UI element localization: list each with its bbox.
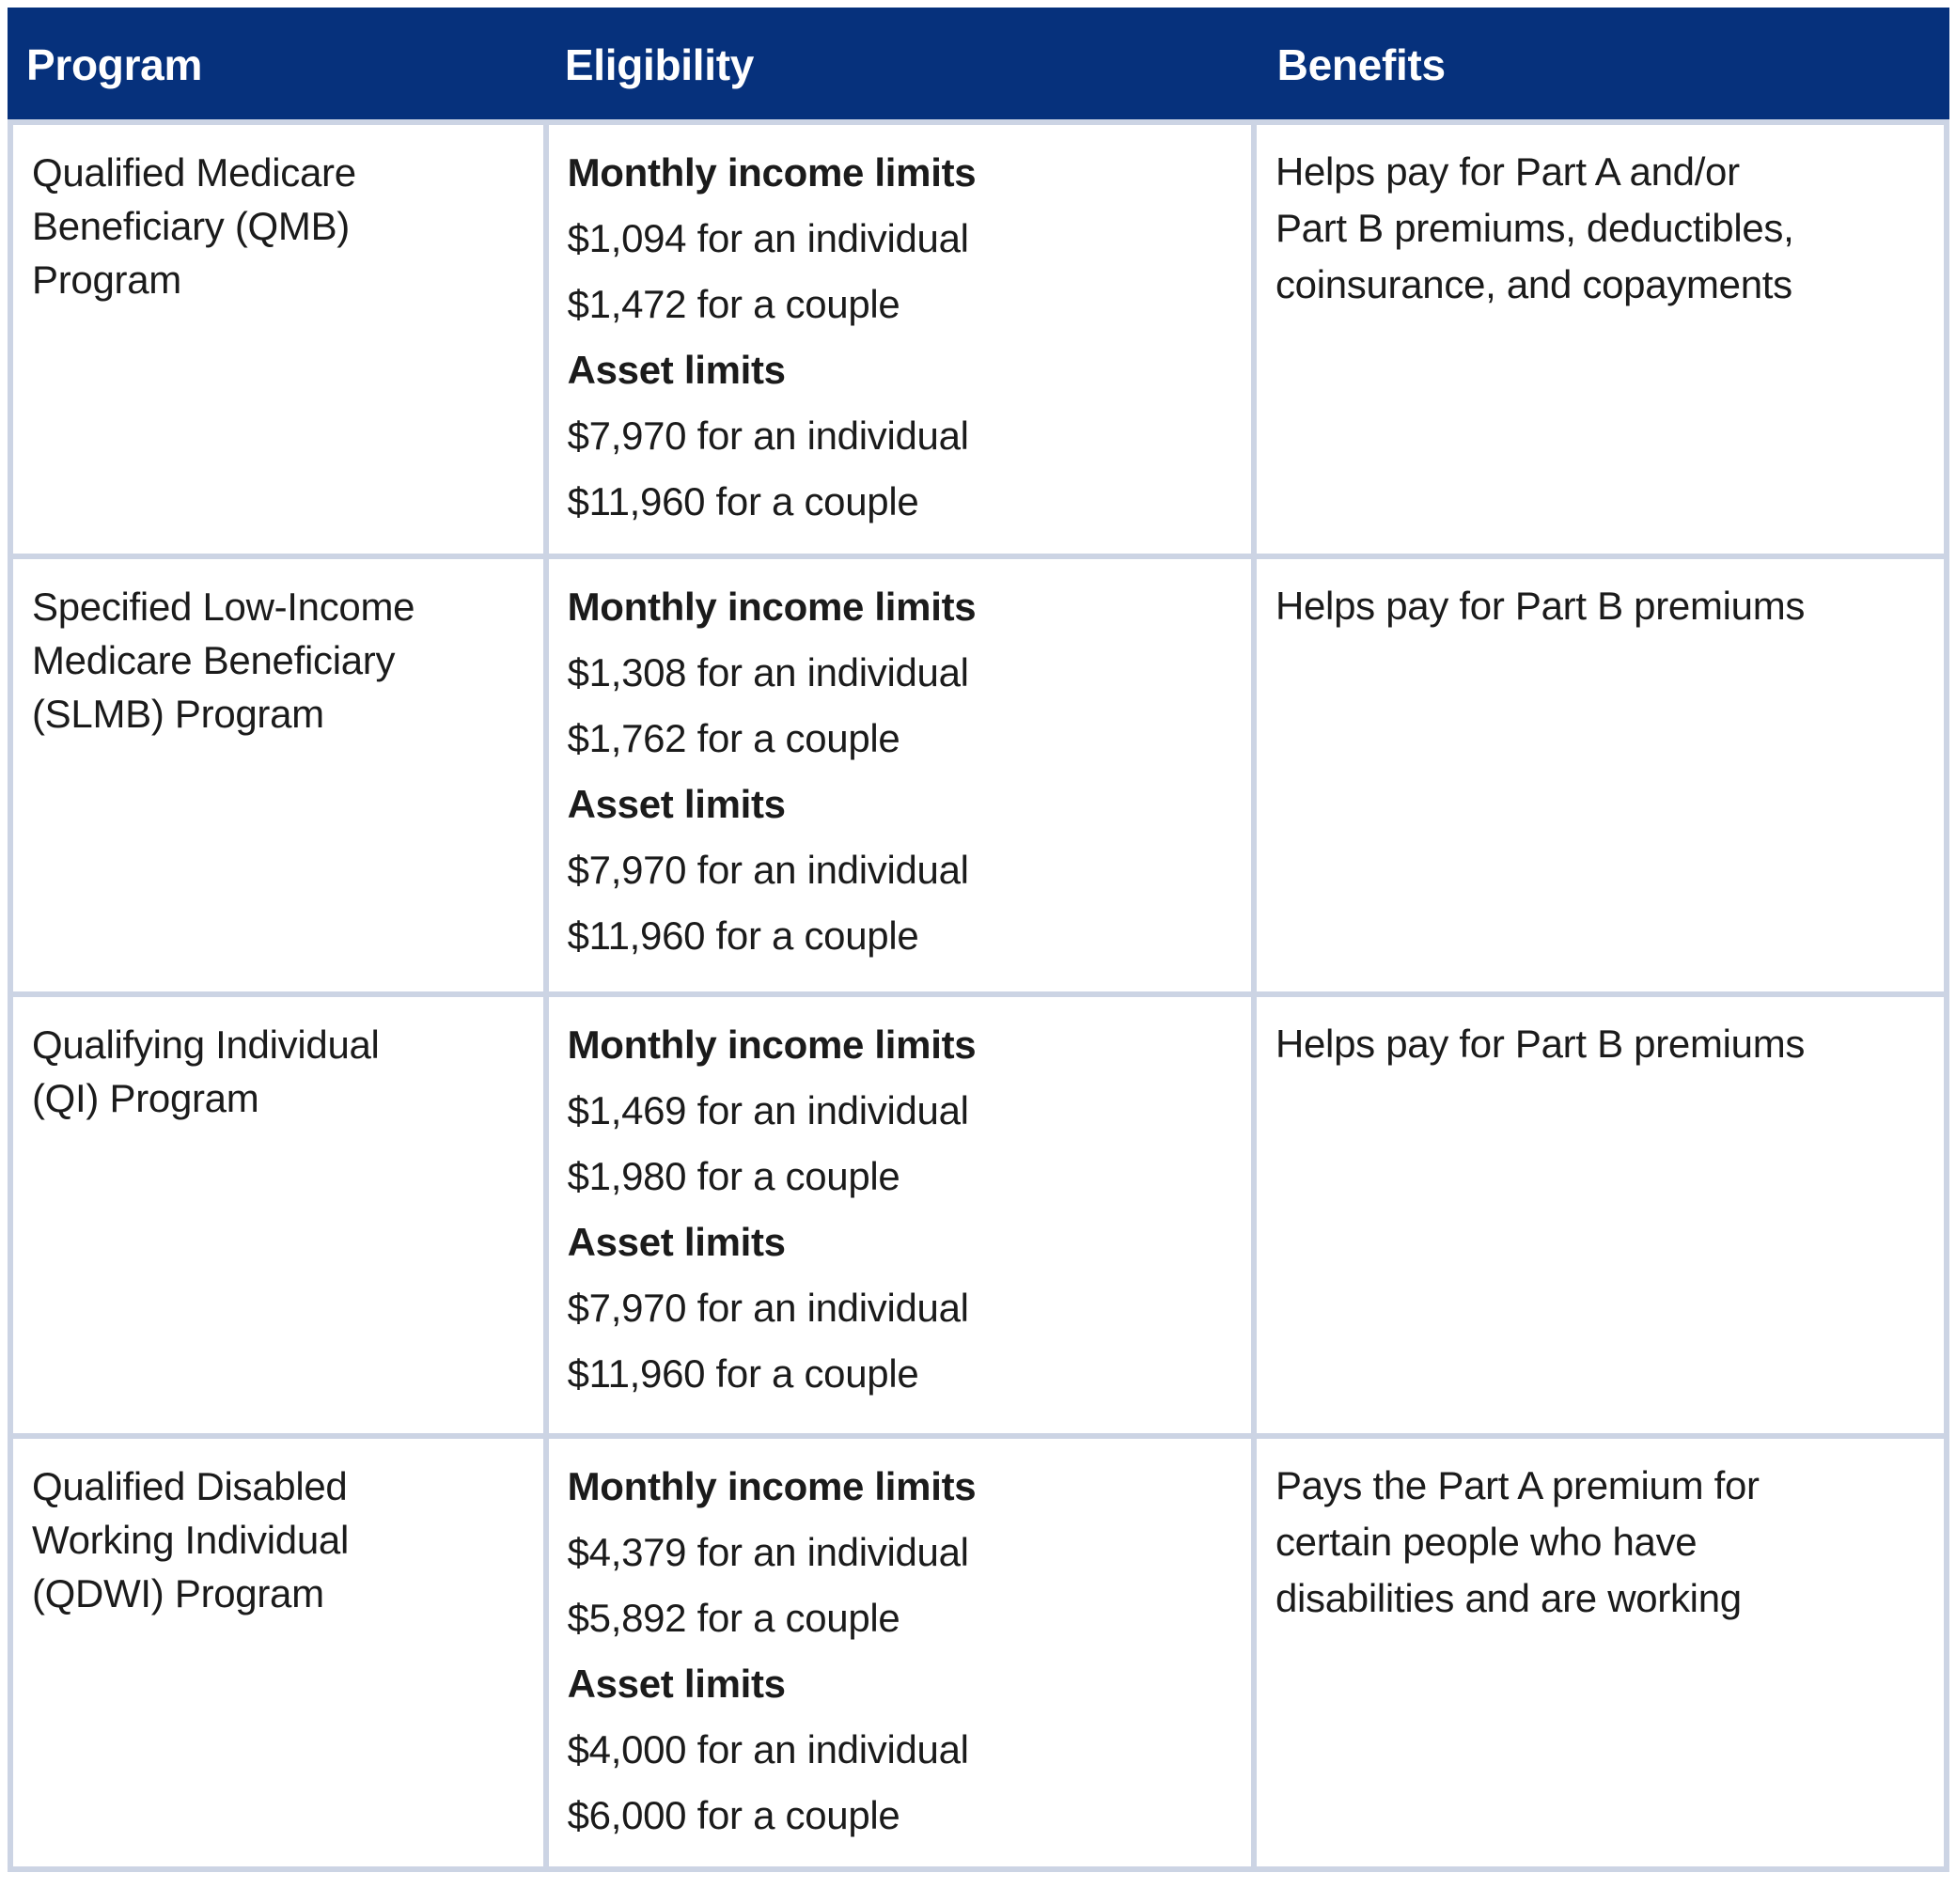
income-limits-label: Monthly income limits (567, 150, 977, 195)
medicare-savings-programs-table: Program Eligibility Benefits Qualified M… (8, 8, 1949, 1872)
eligibility-cell: Monthly income limits $1,308 for an indi… (548, 559, 1251, 991)
table-row-qmb: Qualified Medicare Beneficiary (QMB) Pro… (13, 125, 1944, 554)
program-name: Qualified Disabled Working Individual (Q… (32, 1464, 349, 1615)
program-name: Qualifying Individual (QI) Program (32, 1022, 380, 1120)
table-row-slmb: Specified Low-Income Medicare Beneficiar… (13, 554, 1944, 991)
table-header-row: Program Eligibility Benefits (8, 8, 1949, 119)
table-row-qi: Qualifying Individual (QI) Program Month… (13, 991, 1944, 1433)
benefits-cell: Pays the Part A premium for certain peop… (1256, 1439, 1944, 1866)
income-limits-label: Monthly income limits (567, 1464, 977, 1508)
income-limit-values: $1,094 for an individual $1,472 for a co… (567, 216, 969, 326)
income-limit-values: $4,379 for an individual $5,892 for a co… (567, 1530, 969, 1640)
eligibility-cell: Monthly income limits $4,379 for an indi… (548, 1439, 1251, 1866)
income-limits-label: Monthly income limits (567, 585, 977, 629)
program-cell: Qualified Medicare Beneficiary (QMB) Pro… (13, 125, 543, 554)
income-limit-values: $1,308 for an individual $1,762 for a co… (567, 650, 969, 760)
program-name: Specified Low-Income Medicare Beneficiar… (32, 585, 415, 736)
column-header-eligibility: Eligibility (564, 40, 755, 90)
column-header-benefits: Benefits (1276, 40, 1446, 90)
asset-limit-values: $4,000 for an individual $6,000 for a co… (567, 1727, 969, 1837)
asset-limit-values: $7,970 for an individual $11,960 for a c… (567, 414, 969, 523)
column-header-program: Program (26, 40, 203, 90)
program-cell: Specified Low-Income Medicare Beneficiar… (13, 559, 543, 991)
asset-limit-values: $7,970 for an individual $11,960 for a c… (567, 848, 969, 958)
table-body: Qualified Medicare Beneficiary (QMB) Pro… (8, 119, 1949, 1872)
benefits-cell: Helps pay for Part B premiums (1256, 559, 1944, 991)
benefit-description: Helps pay for Part A and/or Part B premi… (1275, 149, 1794, 306)
asset-limits-label: Asset limits (567, 782, 786, 826)
asset-limits-label: Asset limits (567, 348, 786, 392)
income-limits-label: Monthly income limits (567, 1022, 977, 1067)
table-row-qdwi: Qualified Disabled Working Individual (Q… (13, 1433, 1944, 1866)
program-cell: Qualifying Individual (QI) Program (13, 997, 543, 1433)
benefit-description: Helps pay for Part B premiums (1275, 1022, 1806, 1066)
benefits-cell: Helps pay for Part A and/or Part B premi… (1256, 125, 1944, 554)
eligibility-cell: Monthly income limits $1,469 for an indi… (548, 997, 1251, 1433)
benefits-cell: Helps pay for Part B premiums (1256, 997, 1944, 1433)
benefit-description: Pays the Part A premium for certain peop… (1275, 1463, 1760, 1620)
income-limit-values: $1,469 for an individual $1,980 for a co… (567, 1088, 969, 1198)
program-name: Qualified Medicare Beneficiary (QMB) Pro… (32, 150, 356, 302)
asset-limit-values: $7,970 for an individual $11,960 for a c… (567, 1286, 969, 1396)
program-cell: Qualified Disabled Working Individual (Q… (13, 1439, 543, 1866)
asset-limits-label: Asset limits (567, 1220, 786, 1264)
benefit-description: Helps pay for Part B premiums (1275, 584, 1806, 628)
eligibility-cell: Monthly income limits $1,094 for an indi… (548, 125, 1251, 554)
asset-limits-label: Asset limits (567, 1662, 786, 1706)
